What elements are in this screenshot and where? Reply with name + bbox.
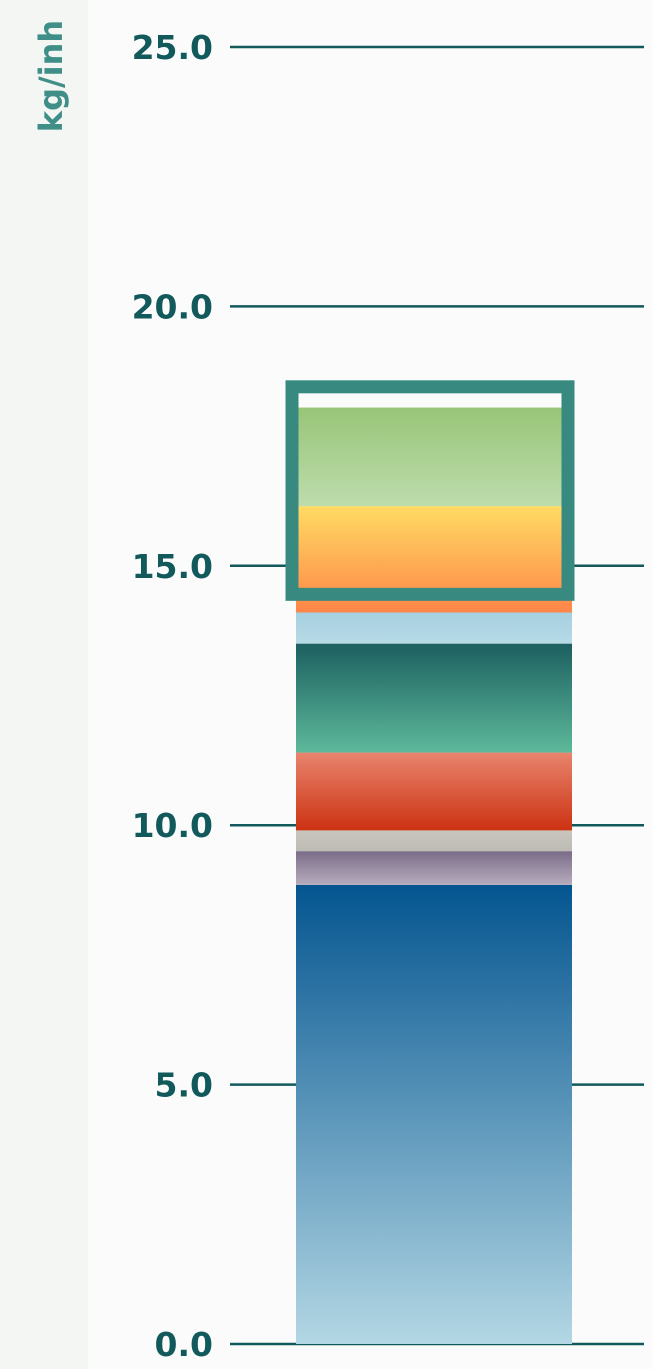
y-tick-label: 25.0: [132, 28, 213, 67]
bar-segment: [296, 830, 572, 852]
y-tick-label: 5.0: [155, 1066, 213, 1105]
bar-segments: [296, 407, 572, 1344]
y-tick-labels: 0.0 5.0 10.0 15.0 20.0 25.0: [132, 28, 213, 1364]
y-axis-title: kg/inh: [32, 20, 70, 132]
highlight-box: [285, 380, 575, 601]
highlight-overlay: [285, 380, 575, 601]
bar-segment: [296, 643, 572, 753]
bar-segment: [296, 752, 572, 831]
bar-segment: [296, 407, 572, 507]
y-tick-label: 10.0: [132, 806, 213, 845]
y-tick-label: 15.0: [132, 547, 213, 586]
y-tick-label: 0.0: [155, 1325, 213, 1364]
bar-segment: [296, 612, 572, 644]
bar-segment: [296, 884, 572, 1344]
bar-segment: [296, 851, 572, 885]
y-tick-label: 20.0: [132, 287, 213, 326]
